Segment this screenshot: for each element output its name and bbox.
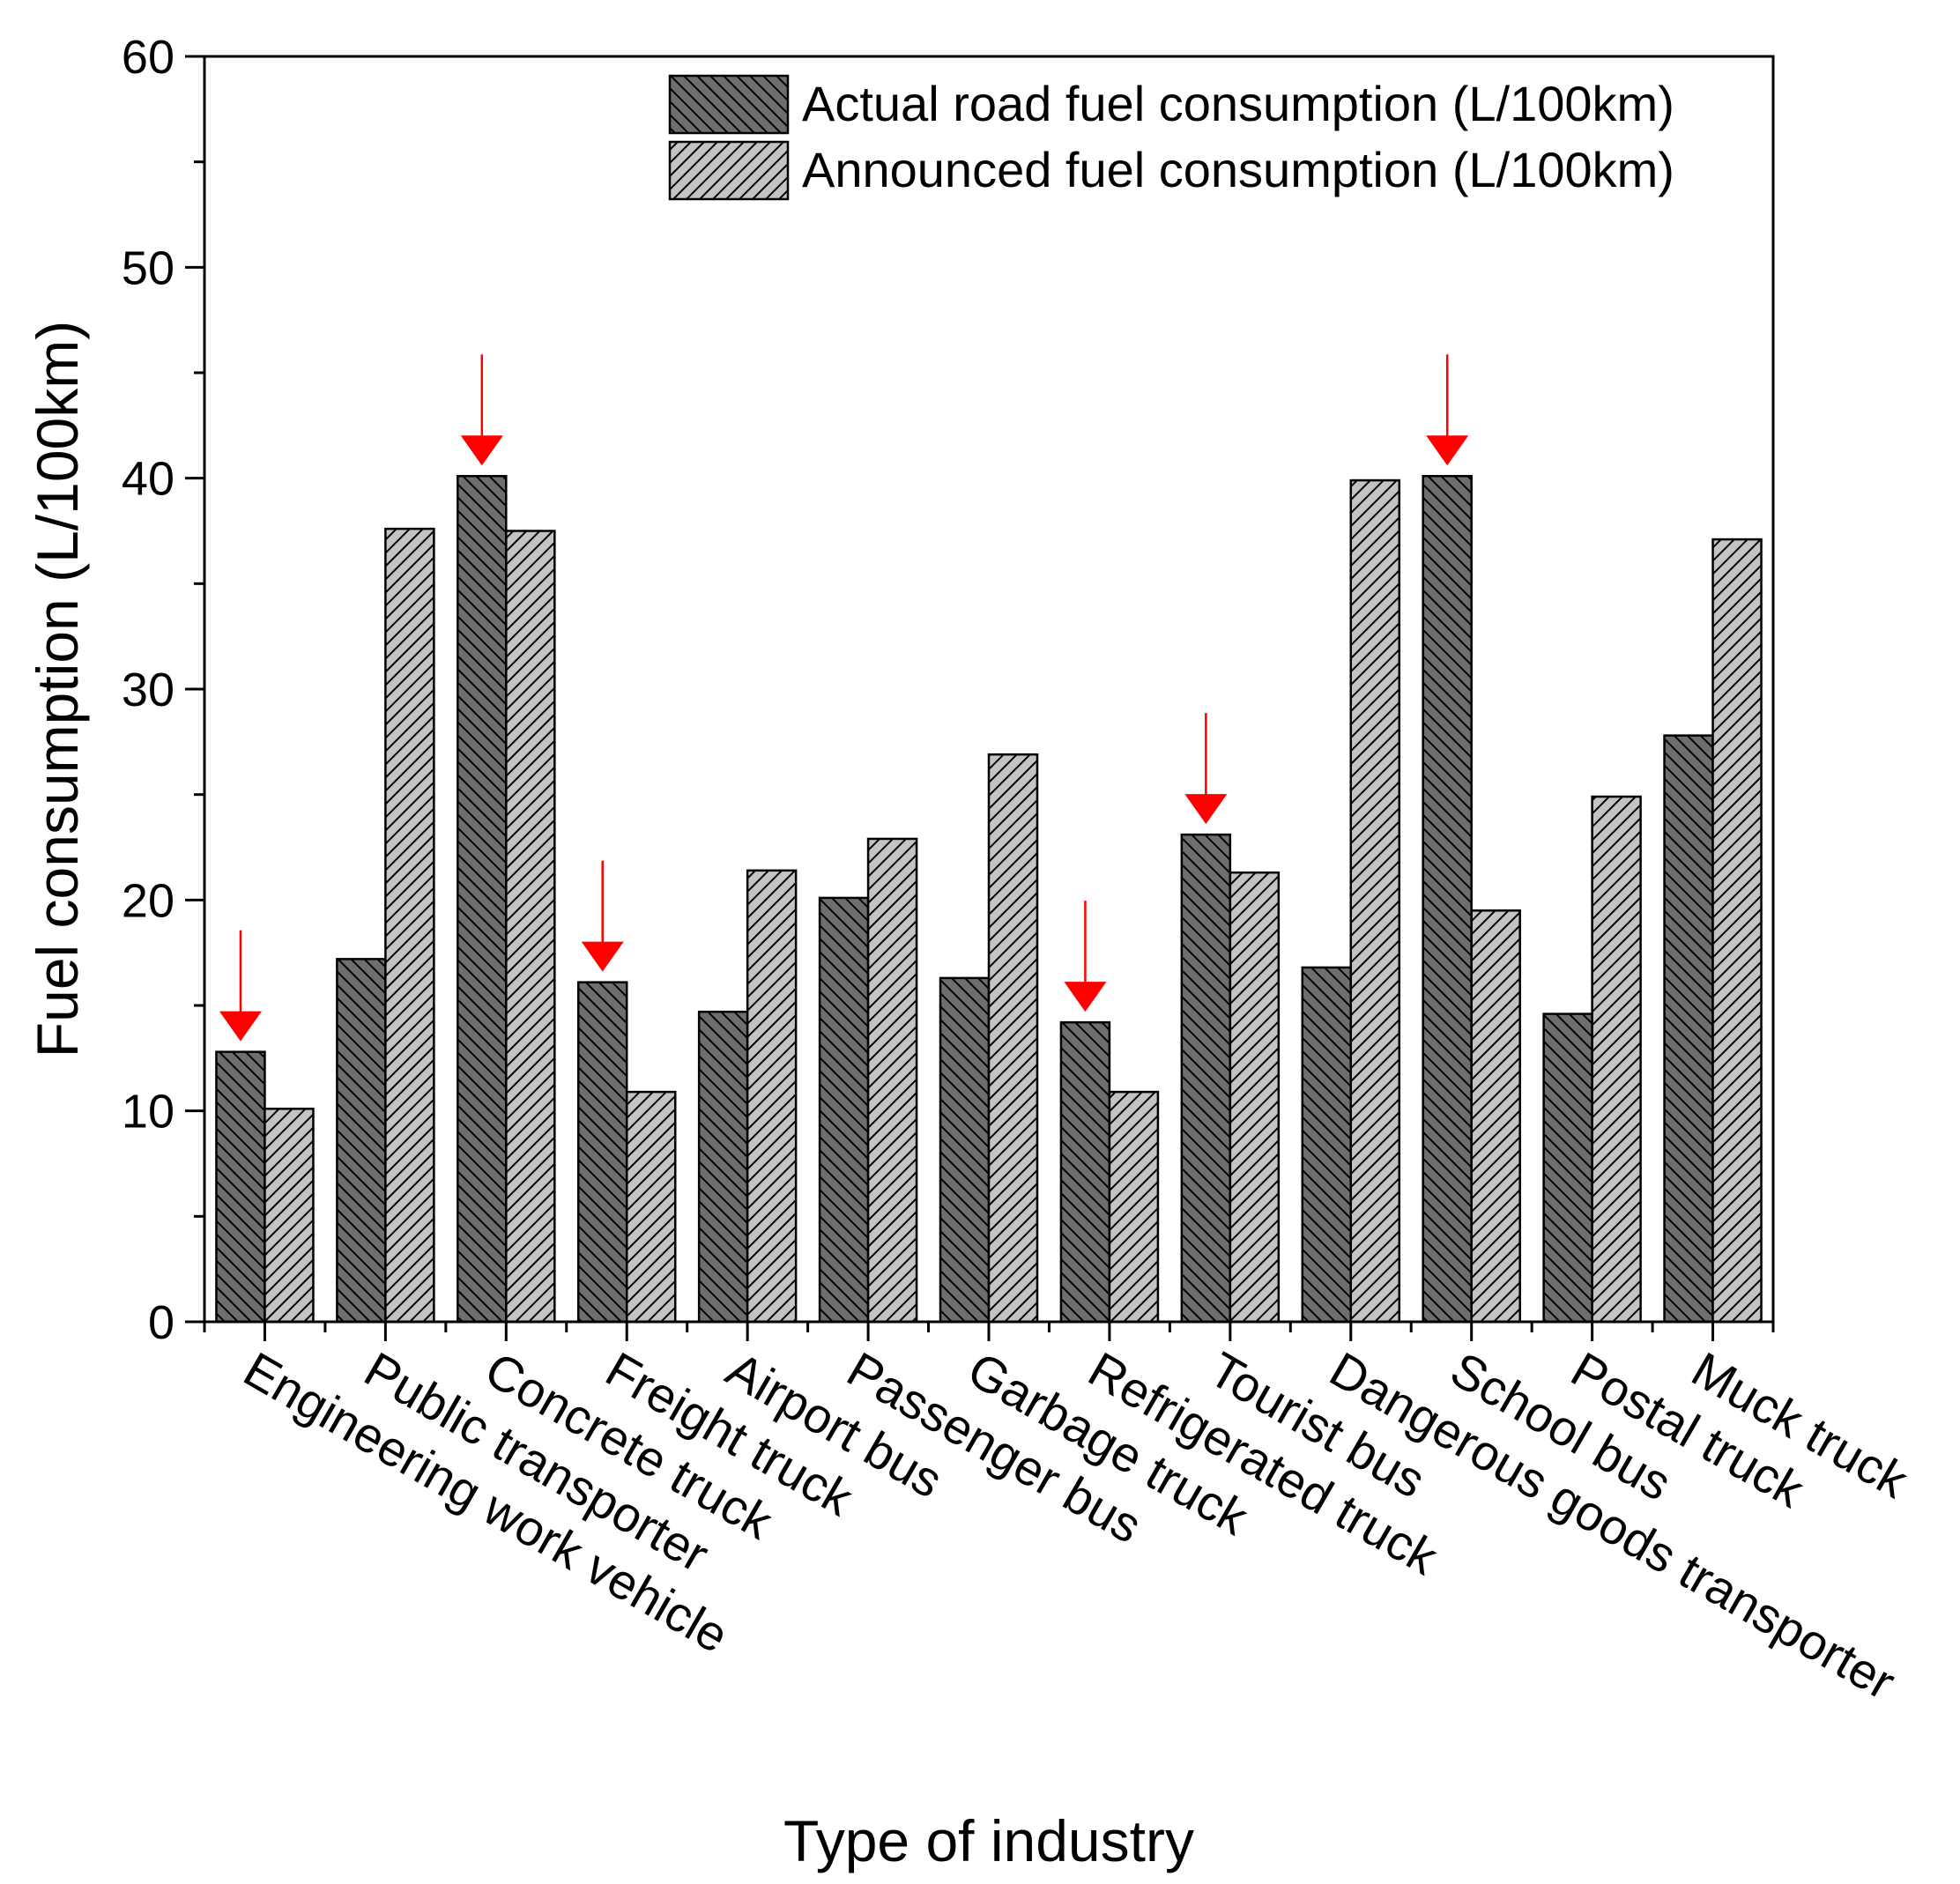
- bar-announced-2: [505, 530, 556, 1324]
- y-tick-label-50: 50: [122, 241, 174, 294]
- legend-label-1: Announced fuel consumption (L/100km): [802, 142, 1674, 197]
- annotation-arrow-head-7: [1064, 982, 1107, 1012]
- bar-actual-8: [1180, 833, 1232, 1324]
- annotation-arrow-head-10: [1426, 435, 1469, 466]
- annotation-arrow-head-2: [460, 435, 503, 466]
- x-axis-title: Type of industry: [783, 1808, 1194, 1873]
- bar-actual-1: [336, 958, 387, 1324]
- bar-announced-5: [866, 837, 918, 1324]
- bar-announced-11: [1591, 795, 1642, 1324]
- bar-actual-11: [1542, 1012, 1593, 1324]
- legend-swatch-0: [668, 74, 790, 135]
- bar-actual-2: [457, 475, 508, 1324]
- bar-announced-12: [1711, 538, 1763, 1324]
- bar-actual-10: [1422, 475, 1473, 1324]
- y-tick-label-40: 40: [122, 453, 174, 506]
- bar-announced-0: [264, 1108, 315, 1324]
- annotation-arrow-head-3: [581, 941, 624, 972]
- bar-announced-6: [987, 753, 1039, 1324]
- y-axis-title: Fuel consumption (L/100km): [25, 321, 90, 1057]
- bar-actual-7: [1059, 1020, 1111, 1324]
- y-tick-label-20: 20: [122, 874, 174, 927]
- y-tick-label-10: 10: [122, 1086, 174, 1139]
- y-tick-label-30: 30: [122, 664, 174, 716]
- bar-announced-4: [746, 869, 798, 1324]
- legend-swatch-1: [668, 140, 790, 201]
- y-tick-label-0: 0: [148, 1296, 174, 1349]
- annotation-arrow-head-0: [219, 1011, 262, 1042]
- bar-announced-1: [384, 527, 435, 1324]
- bar-announced-9: [1349, 478, 1401, 1324]
- legend-label-0: Actual road fuel consumption (L/100km): [802, 76, 1674, 131]
- bar-actual-12: [1663, 734, 1714, 1324]
- bar-announced-3: [625, 1090, 677, 1324]
- bar-actual-4: [697, 1010, 749, 1324]
- bar-actual-5: [818, 896, 870, 1324]
- annotation-arrow-head-8: [1184, 794, 1228, 825]
- bar-actual-0: [215, 1050, 266, 1324]
- bar-actual-3: [576, 981, 628, 1324]
- bar-actual-6: [939, 976, 991, 1324]
- bar-announced-7: [1108, 1090, 1160, 1324]
- bar-announced-10: [1470, 909, 1521, 1324]
- bar-announced-8: [1229, 871, 1281, 1324]
- y-tick-label-60: 60: [122, 31, 174, 84]
- bar-actual-9: [1301, 966, 1353, 1324]
